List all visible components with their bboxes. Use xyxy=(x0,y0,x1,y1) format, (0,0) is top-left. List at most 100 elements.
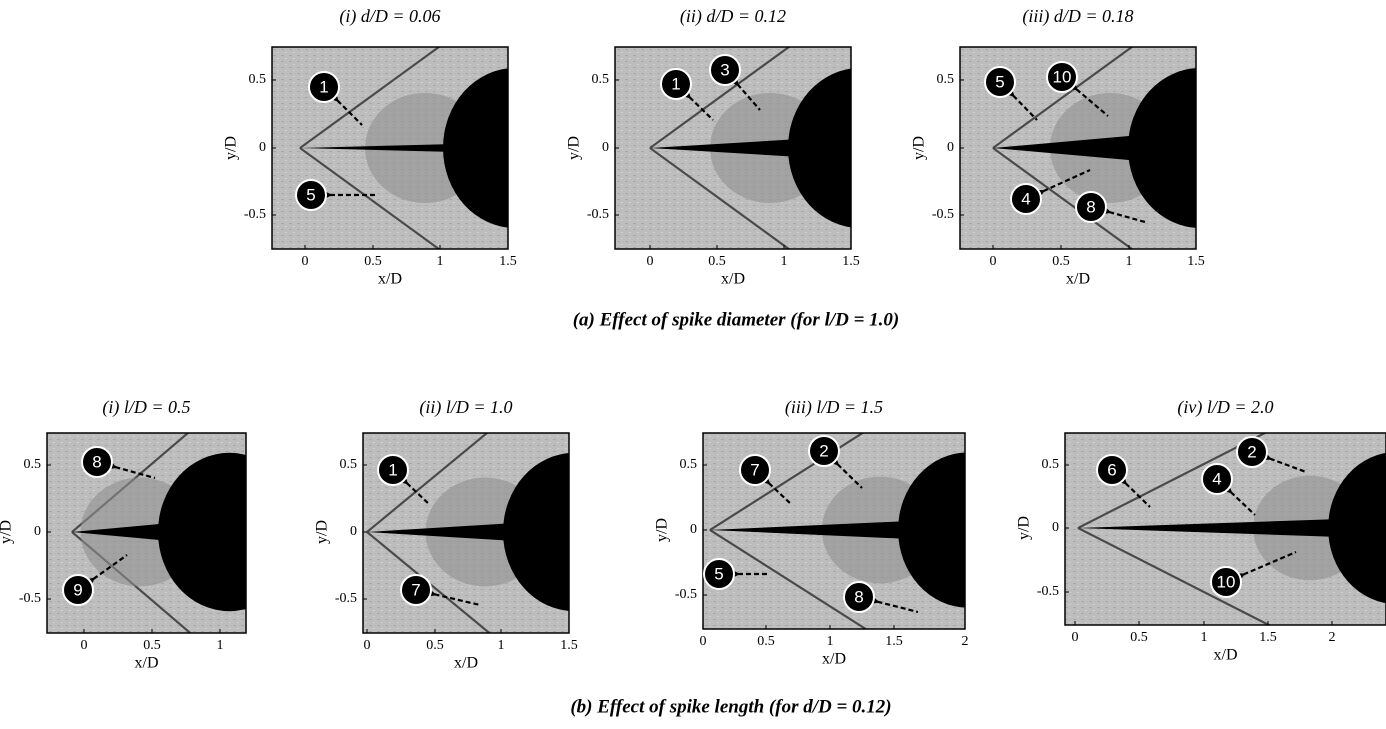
schlieren-image xyxy=(960,47,1196,249)
y-tick-label: 0 xyxy=(602,140,609,155)
marker-arrow xyxy=(1115,473,1151,508)
marker-circle xyxy=(377,454,409,486)
marker-label: 2 xyxy=(819,441,828,460)
y-tick-label: -0.5 xyxy=(1037,584,1059,599)
x-tick-label: 1 xyxy=(781,254,788,269)
marker-circle xyxy=(400,574,432,606)
shock xyxy=(992,47,1134,149)
x-tick-label: 0.5 xyxy=(1052,254,1070,269)
panel-title: (i) l/D = 0.5 xyxy=(102,397,190,418)
marker-arrow xyxy=(679,87,714,121)
x-tick-label: 2 xyxy=(962,634,969,649)
spike xyxy=(650,139,800,157)
marker-arrow xyxy=(1220,482,1256,516)
y-tick-label: -0.5 xyxy=(335,591,357,606)
frame xyxy=(362,432,570,634)
marker-circle xyxy=(308,71,340,103)
x-tick-label: 1 xyxy=(1201,630,1208,645)
marker-label: 4 xyxy=(1021,189,1030,208)
spike xyxy=(367,523,515,541)
schlieren-image xyxy=(363,433,569,633)
marker-arrow xyxy=(105,459,156,480)
shock xyxy=(709,529,868,629)
y-tick-label: 0.5 xyxy=(249,72,267,87)
y-tick-label: 0.5 xyxy=(937,72,955,87)
y-tick-label: -0.5 xyxy=(587,207,609,222)
marker-label: 1 xyxy=(388,460,397,479)
y-tick-label: 0 xyxy=(690,522,697,537)
x-axis-label: x/D xyxy=(822,651,846,668)
schlieren-image xyxy=(703,433,965,629)
x-axis-label: x/D xyxy=(721,271,745,288)
panel-title: (ii) l/D = 1.0 xyxy=(419,397,512,418)
spike xyxy=(710,521,910,539)
schlieren-image xyxy=(1065,433,1386,625)
shock xyxy=(649,147,791,249)
y-axis-label: y/D xyxy=(223,136,240,160)
body xyxy=(158,452,246,612)
marker-label: 1 xyxy=(319,77,328,96)
y-tick-label: -0.5 xyxy=(244,207,266,222)
y-axis-label: y/D xyxy=(0,520,15,544)
marker-circle xyxy=(62,574,94,606)
marker-label: 8 xyxy=(1086,197,1095,216)
panel-title: (i) d/D = 0.06 xyxy=(339,6,440,27)
panel-title: (iv) l/D = 2.0 xyxy=(1177,397,1273,418)
schlieren-image xyxy=(615,47,851,249)
y-axis-label: y/D xyxy=(1016,516,1033,540)
panel-title: (ii) d/D = 0.12 xyxy=(680,6,786,27)
spike xyxy=(993,135,1140,161)
x-tick-label: 1 xyxy=(827,634,834,649)
x-tick-label: 1.5 xyxy=(560,638,578,653)
marker-circle xyxy=(808,435,840,467)
marker-circle xyxy=(660,68,692,100)
x-axis-label: x/D xyxy=(135,655,159,672)
x-tick-label: 1 xyxy=(1126,254,1133,269)
panel-title: (iii) l/D = 1.5 xyxy=(785,397,883,418)
y-axis-label: y/D xyxy=(566,136,583,160)
x-tick-label: 1.5 xyxy=(499,254,517,269)
x-tick-label: 1.5 xyxy=(1259,630,1277,645)
shock xyxy=(366,433,489,533)
marker-circle xyxy=(1096,454,1128,486)
marker-arrow xyxy=(396,473,431,506)
body xyxy=(503,453,569,611)
marker-circle xyxy=(709,54,741,86)
marker-arrow xyxy=(867,594,919,614)
marker-arrow xyxy=(1233,550,1297,584)
x-tick-label: 0.5 xyxy=(143,638,161,653)
marker-arrow xyxy=(827,454,863,489)
marker-circle xyxy=(703,558,735,590)
marker-label: 8 xyxy=(92,452,101,471)
y-axis-label: y/D xyxy=(911,136,928,160)
y-tick-label: 0 xyxy=(259,140,266,155)
marker-label: 5 xyxy=(714,564,723,583)
x-tick-label: 1.5 xyxy=(1187,254,1205,269)
y-tick-label: 0.5 xyxy=(340,457,358,472)
frame xyxy=(46,432,247,634)
body xyxy=(1328,452,1386,604)
x-tick-label: 1.5 xyxy=(885,634,903,649)
frame xyxy=(702,432,966,630)
x-tick-label: 0.5 xyxy=(708,254,726,269)
spike xyxy=(300,144,455,152)
panel: (ii) d/D = 0.12 0 0.5 1 1.5 0.5 0 -0.5 x/D y/D 1 3 xyxy=(566,6,860,288)
marker-label: 5 xyxy=(306,185,315,204)
schlieren-image xyxy=(47,433,246,633)
body xyxy=(443,68,508,228)
marker-arrow xyxy=(1099,204,1146,224)
marker-circle xyxy=(843,581,875,613)
x-tick-label: 0 xyxy=(990,254,997,269)
marker-label: 7 xyxy=(750,460,759,479)
shock xyxy=(992,147,1134,249)
y-tick-label: 0 xyxy=(34,524,41,539)
marker-label: 3 xyxy=(720,60,729,79)
marker-arrow xyxy=(1066,79,1109,117)
shock xyxy=(366,531,491,633)
marker-circle xyxy=(1210,566,1242,598)
x-tick-label: 0 xyxy=(81,638,88,653)
marker-arrow xyxy=(1259,450,1307,474)
x-tick-label: 0 xyxy=(364,638,371,653)
row-caption: (b) Effect of spike length (for d/D = 0.… xyxy=(570,696,891,717)
